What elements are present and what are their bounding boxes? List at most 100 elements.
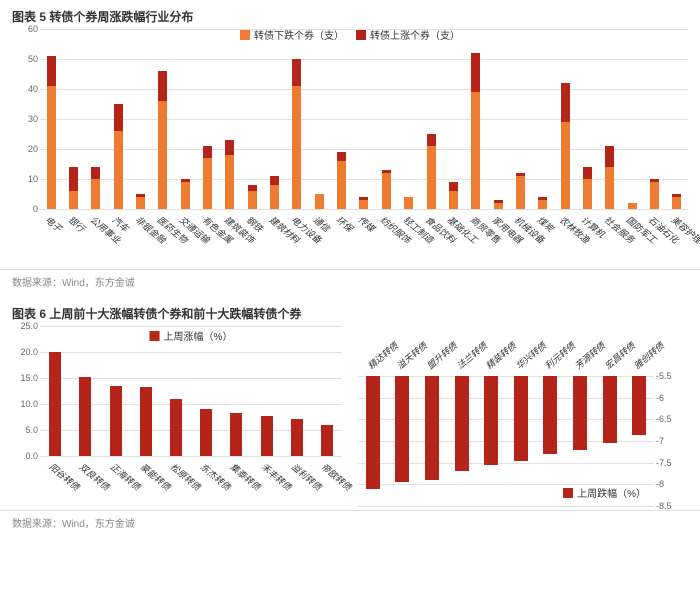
bar-stack <box>292 59 301 209</box>
chart5-area: 转债下跌个券（支）转债上涨个券（支） 0102030405060 电子银行公用事… <box>12 29 688 265</box>
x-tick-label: 溢利转债 <box>282 456 312 506</box>
bar-slot <box>358 376 388 506</box>
chart5-panel: 图表 5 转债个券周涨跌幅行业分布 转债下跌个券（支）转债上涨个券（支） 010… <box>0 0 700 270</box>
x-tick-label: 松原转债 <box>161 456 191 506</box>
x-tick-label: 纺织服饰 <box>375 209 397 265</box>
bar-seg-down <box>382 173 391 209</box>
bar-seg-down <box>181 182 190 209</box>
y-tick-label: 40 <box>16 84 38 94</box>
x-tick-label: 华兴转债 <box>506 326 536 376</box>
bar-slot <box>621 29 643 209</box>
bar-seg-up <box>158 71 167 101</box>
bar-slot <box>353 29 375 209</box>
y-tick-label: 10.0 <box>16 399 38 409</box>
bar <box>49 352 61 456</box>
bar-slot <box>131 326 161 456</box>
bar <box>484 376 498 465</box>
bar-seg-up <box>449 182 458 191</box>
bar-slot <box>308 29 330 209</box>
y-tick-label: -6 <box>656 393 684 403</box>
legend-label: 上周跌幅（%） <box>577 485 646 500</box>
x-tick-label: 美容护理 <box>666 209 688 265</box>
bar-stack <box>158 71 167 209</box>
bar <box>200 409 212 456</box>
bar-stack <box>471 53 480 209</box>
bar-slot <box>161 326 191 456</box>
y-tick-label: 50 <box>16 54 38 64</box>
bar-seg-down <box>47 86 56 209</box>
x-tick-label: 商贸零售 <box>465 209 487 265</box>
bar <box>170 399 182 456</box>
grid-line <box>358 506 654 507</box>
bar-seg-up <box>561 83 570 122</box>
y-tick-label: 10 <box>16 174 38 184</box>
bar-seg-down <box>538 200 547 209</box>
bar-slot <box>62 29 84 209</box>
x-tick-label: 非银金融 <box>129 209 151 265</box>
bar-slot <box>532 29 554 209</box>
bar-seg-up <box>337 152 346 161</box>
bar <box>543 376 557 454</box>
x-tick-label: 石油石化 <box>643 209 665 265</box>
x-tick-label: 家用电器 <box>487 209 509 265</box>
bar-slot <box>506 376 536 506</box>
x-tick-label: 禾丰转债 <box>251 456 281 506</box>
legend-swatch <box>563 488 573 498</box>
chart5-bars <box>40 29 688 209</box>
x-tick-label: 社会服务 <box>599 209 621 265</box>
bar-slot <box>465 29 487 209</box>
x-tick-label: 传媒 <box>353 209 375 265</box>
bar-stack <box>561 83 570 209</box>
bar-slot <box>152 29 174 209</box>
bar-slot <box>554 29 576 209</box>
bar-seg-down <box>449 191 458 209</box>
chart6-title: 图表 6 上周前十大涨幅转债个券和前十大跌幅转债个券 <box>12 305 688 322</box>
bar-seg-up <box>605 146 614 167</box>
bar <box>632 376 646 435</box>
bar-seg-up <box>270 176 279 185</box>
bar-slot <box>312 326 342 456</box>
x-tick-label: 农林牧渔 <box>554 209 576 265</box>
bar-stack <box>650 179 659 209</box>
bar-seg-down <box>114 131 123 209</box>
bar-slot <box>129 29 151 209</box>
bar-seg-down <box>672 197 681 209</box>
bar-seg-down <box>359 200 368 209</box>
x-tick-label: 盟升转债 <box>417 326 447 376</box>
bar-slot <box>191 326 221 456</box>
x-tick-label: 通信 <box>308 209 330 265</box>
chart5-plot: 0102030405060 <box>40 29 688 209</box>
y-tick-label: -6.5 <box>656 414 684 424</box>
bar <box>291 419 303 456</box>
bar-stack <box>225 140 234 209</box>
chart5-source: 数据来源：Wind，东方金诚 <box>0 270 700 297</box>
x-tick-label: 交通运输 <box>174 209 196 265</box>
bar-seg-up <box>292 59 301 86</box>
bar-slot <box>447 376 477 506</box>
bar <box>321 425 333 456</box>
bar-seg-up <box>91 167 100 179</box>
x-tick-label: 基础化工 <box>442 209 464 265</box>
x-tick-label: 精达转债 <box>358 326 388 376</box>
x-tick-label: 计算机 <box>576 209 598 265</box>
x-tick-label: 钢铁 <box>241 209 263 265</box>
bar-seg-up <box>69 167 78 191</box>
bar-seg-down <box>404 197 413 209</box>
bar-slot <box>40 29 62 209</box>
bar-slot <box>286 29 308 209</box>
x-tick-label: 电子 <box>40 209 62 265</box>
bar-seg-up <box>225 140 234 155</box>
bar-slot <box>420 29 442 209</box>
legend-item: 上周跌幅（%） <box>563 485 646 500</box>
bar-seg-down <box>583 179 592 209</box>
bar-stack <box>359 197 368 209</box>
chart6-right-xlabels: 精达转债溢天转债盟升转债法兰转债精装转债华兴转债利元转债芳源转债宏昌转债雅创转债 <box>358 326 654 376</box>
bar-seg-down <box>471 92 480 209</box>
bar-slot <box>219 29 241 209</box>
bar-stack <box>47 56 56 209</box>
x-tick-label: 建筑装饰 <box>219 209 241 265</box>
bar-slot <box>241 29 263 209</box>
x-tick-label: 食品饮料 <box>420 209 442 265</box>
bar-stack <box>337 152 346 209</box>
bar-slot <box>100 326 130 456</box>
